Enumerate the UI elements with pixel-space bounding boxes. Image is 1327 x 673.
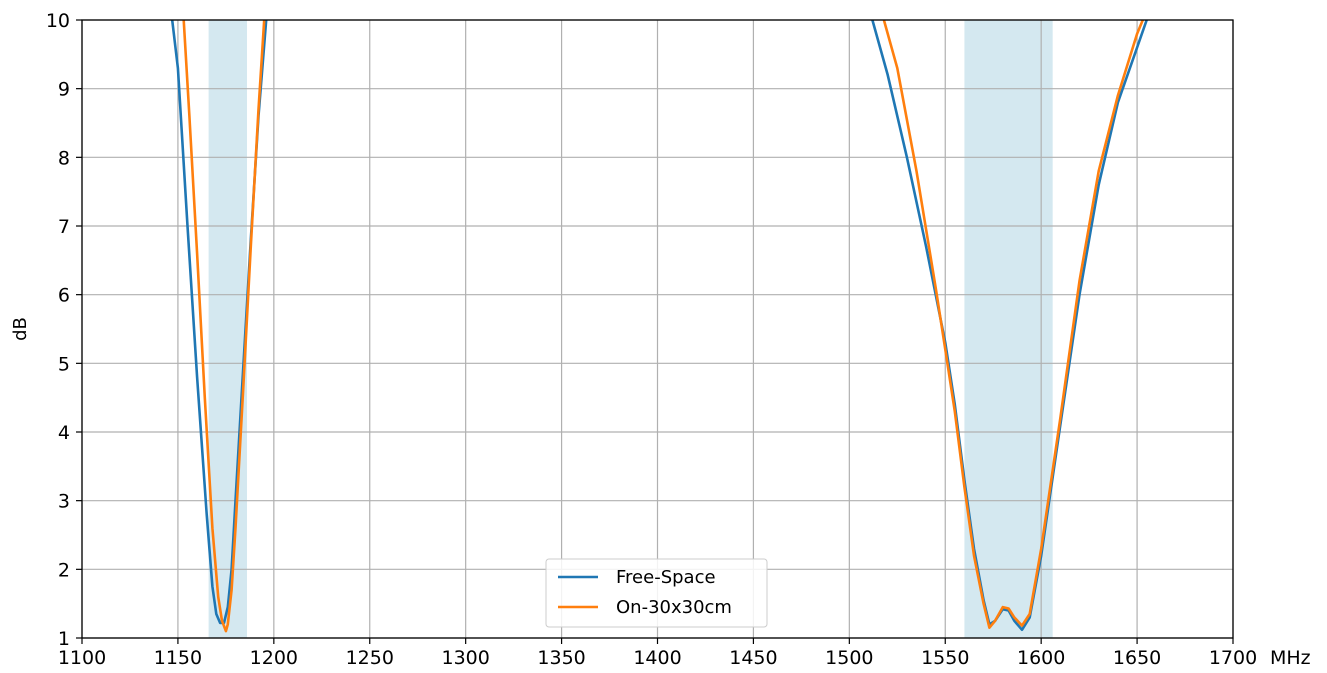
y-tick-label: 4 — [58, 422, 70, 444]
x-tick-label: 1150 — [154, 647, 202, 669]
x-tick-label: 1550 — [921, 647, 969, 669]
y-tick-label: 6 — [58, 285, 70, 307]
y-tick-label: 1 — [58, 628, 70, 650]
legend-box — [545, 558, 768, 628]
y-tick-label: 3 — [58, 491, 70, 513]
x-tick-label: 1650 — [1113, 647, 1161, 669]
x-tick-label: 1400 — [633, 647, 681, 669]
series-line-2-segment-1 — [182, 20, 266, 633]
y-axis-label: dB — [10, 317, 31, 341]
x-axis-label: MHz — [1270, 647, 1311, 669]
y-tick-label: 9 — [58, 79, 70, 101]
x-axis-ticks: 1100 1150 1200 1250 1300 1350 1400 1450 1500 1550… — [58, 638, 1257, 669]
y-tick-label: 10 — [46, 10, 70, 32]
shaded-band-1 — [208, 20, 247, 638]
x-tick-label: 1500 — [825, 647, 873, 669]
y-tick-label: 5 — [58, 353, 70, 375]
x-tick-label: 1450 — [729, 647, 777, 669]
x-tick-label: 1300 — [441, 647, 489, 669]
y-tick-label: 7 — [58, 216, 70, 238]
legend-label: Free-Space — [616, 567, 716, 588]
shaded-bands — [208, 20, 1053, 638]
legend-label: On-30x30cm — [616, 597, 732, 618]
y-tick-label: 2 — [58, 559, 70, 581]
x-tick-label: 1250 — [346, 647, 394, 669]
x-tick-label: 1350 — [537, 647, 585, 669]
legend: Free-Space On-30x30cm — [545, 558, 768, 628]
y-tick-label: 8 — [58, 147, 70, 169]
y-axis-ticks: 1 2 3 4 5 6 7 8 9 10 — [46, 10, 82, 650]
x-tick-label: 1700 — [1209, 647, 1257, 669]
shaded-band-2 — [964, 20, 1053, 638]
x-tick-label: 1200 — [250, 647, 298, 669]
series-lines — [170, 20, 1148, 633]
series-line-2-segment-2 — [882, 20, 1145, 630]
grid-lines — [81, 19, 1234, 639]
x-tick-label: 1600 — [1017, 647, 1065, 669]
x-tick-label: 1100 — [58, 647, 106, 669]
